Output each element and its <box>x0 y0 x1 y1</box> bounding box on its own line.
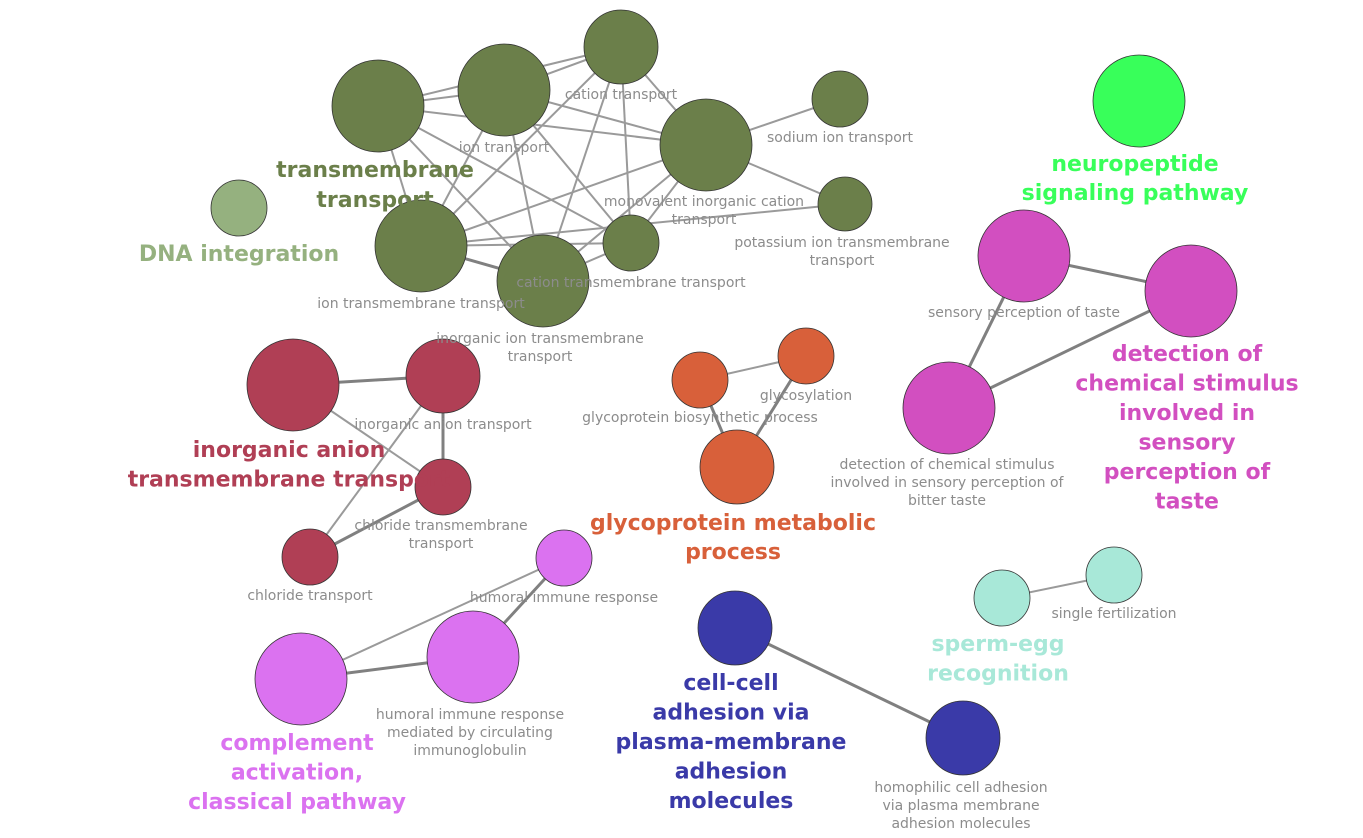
node-glycosylation[interactable] <box>777 327 835 385</box>
node-detection-chemical-stimulus-bitter[interactable] <box>902 361 996 455</box>
node-cation-transmembrane-transport[interactable] <box>496 234 590 328</box>
group-label-anion: inorganic anion transmembrane transport <box>128 438 451 493</box>
node-chloride-transmembrane-transport[interactable] <box>414 458 472 516</box>
node-single-fertilization[interactable] <box>1085 546 1143 604</box>
group-label-dna: DNA integration <box>139 242 339 267</box>
nodes-layer <box>210 9 1238 776</box>
node-label-sensory-perception-of-taste: sensory perception of taste <box>928 305 1120 321</box>
edge-transmembrane-transport-to-inorganic-ion-transmembrane-transport <box>377 105 632 244</box>
node-sperm-egg-recognition[interactable] <box>973 569 1031 627</box>
node-label-monovalent-inorganic-cation-transport: monovalent inorganic cation transport <box>604 194 804 228</box>
node-homophilic-cell-adhesion[interactable] <box>925 700 1001 776</box>
group-label-adhesion: cell-cell adhesion via plasma-membrane adhe… <box>616 671 847 814</box>
node-label-humoral-immune-response-ig: humoral immune response mediated by circu… <box>376 707 564 759</box>
group-label-neuropeptide: neuropeptide signaling pathway <box>1022 152 1249 206</box>
node-inorganic-ion-transmembrane-transport[interactable] <box>602 214 660 272</box>
node-cell-cell-adhesion[interactable] <box>697 590 773 666</box>
node-labels-layer: ion transport cation transport monovalent … <box>247 87 1176 832</box>
node-detection-chemical-stimulus-taste[interactable] <box>1144 244 1238 338</box>
node-label-cation-transmembrane-transport: cation transmembrane transport <box>516 275 746 291</box>
group-label-sperm: sperm-egg recognition <box>927 632 1069 687</box>
node-label-ion-transmembrane-transport: ion transmembrane transport <box>317 296 525 312</box>
node-label-ion-transport: ion transport <box>459 140 550 156</box>
node-potassium-ion-transmembrane-transport[interactable] <box>817 176 873 232</box>
node-label-chloride-transmembrane-transport: chloride transmembrane transport <box>354 518 527 552</box>
node-humoral-immune-response[interactable] <box>535 529 593 587</box>
node-inorganic-anion-transmembrane-transport[interactable] <box>246 338 340 432</box>
node-label-homophilic-cell-adhesion: homophilic cell adhesion via plasma membr… <box>874 780 1047 832</box>
node-label-inorganic-anion-transport: inorganic anion transport <box>354 417 532 433</box>
node-label-detection-chemical-stimulus-bitter: detection of chemical stimulus involved i… <box>831 457 1065 509</box>
node-dna-integration[interactable] <box>210 179 268 237</box>
node-neuropeptide-signaling-pathway[interactable] <box>1092 54 1186 148</box>
node-label-chloride-transport: chloride transport <box>247 588 373 604</box>
node-label-humoral-immune-response: humoral immune response <box>470 590 658 606</box>
node-inorganic-anion-transport[interactable] <box>405 338 481 414</box>
group-labels-layer: transmembrane transport DNA integration neu… <box>128 152 1299 815</box>
node-label-single-fertilization: single fertilization <box>1051 606 1176 622</box>
node-label-potassium-ion-transmembrane-transport: potassium ion transmembrane transport <box>734 235 949 269</box>
node-glycoprotein-biosynthetic-process[interactable] <box>671 351 729 409</box>
node-label-glycosylation: glycosylation <box>760 388 852 404</box>
node-glycoprotein-metabolic-process[interactable] <box>699 429 775 505</box>
node-sodium-ion-transport[interactable] <box>811 70 869 128</box>
group-label-complement: complement activation, classical pathway <box>188 731 406 815</box>
node-sensory-perception-of-taste[interactable] <box>977 209 1071 303</box>
edge-inorganic-anion-transport-to-chloride-transport <box>309 375 444 558</box>
node-cation-transport[interactable] <box>583 9 659 85</box>
node-humoral-immune-response-ig[interactable] <box>426 610 520 704</box>
edge-cell-cell-adhesion-to-homophilic-cell-adhesion <box>734 626 964 740</box>
node-ion-transmembrane-transport[interactable] <box>374 199 468 293</box>
group-label-glyco: glycoprotein metabolic process <box>590 511 876 565</box>
node-complement-activation-classical[interactable] <box>254 632 348 726</box>
node-label-inorganic-ion-transmembrane-transport: inorganic ion transmembrane transport <box>436 331 644 365</box>
node-label-glycoprotein-biosynthetic-process: glycoprotein biosynthetic process <box>582 410 818 426</box>
edge-humoral-immune-response-to-complement-activation-classical <box>300 557 565 680</box>
edge-cation-transport-to-ion-transmembrane-transport <box>420 46 622 247</box>
node-label-cation-transport: cation transport <box>565 87 678 103</box>
node-transmembrane-transport[interactable] <box>331 59 425 153</box>
node-label-sodium-ion-transport: sodium ion transport <box>767 130 914 146</box>
group-label-taste: detection of chemical stimulus involved in… <box>1075 342 1298 515</box>
node-chloride-transport[interactable] <box>281 528 339 586</box>
node-monovalent-inorganic-cation-transport[interactable] <box>659 98 753 192</box>
group-label-transmembrane: transmembrane transport <box>276 158 474 213</box>
edge-monovalent-inorganic-cation-transport-to-ion-transmembrane-transport <box>420 144 707 247</box>
node-ion-transport[interactable] <box>457 43 551 137</box>
